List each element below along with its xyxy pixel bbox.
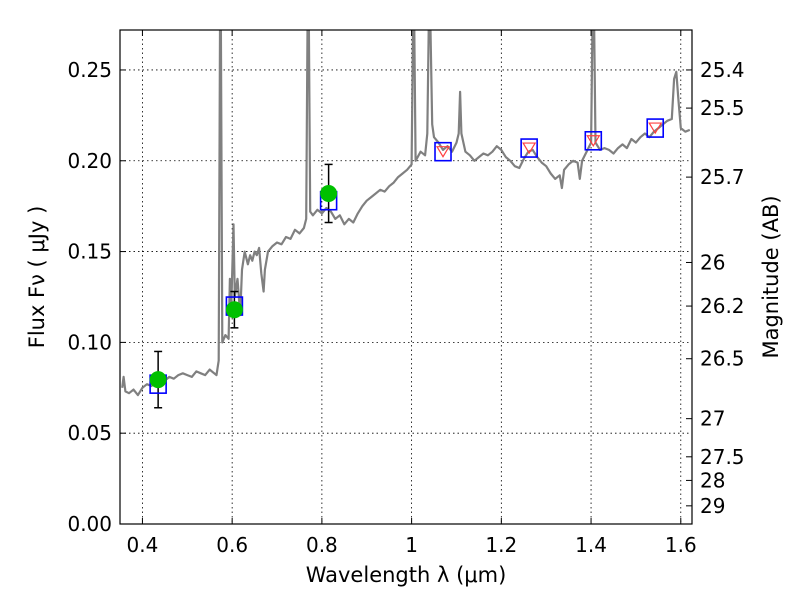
y-tick-label: 0.05 [67,421,112,445]
y-tick-label: 0.20 [67,149,112,173]
model-photometry-square [646,118,665,138]
right-tick-label: 27 [700,407,725,431]
model-photometry-square [520,138,538,158]
right-tick-label: 26 [700,250,725,274]
x-tick-label: 1.2 [485,533,517,557]
right-tick-label: 28 [700,468,725,492]
right-tick-label: 25.4 [700,58,745,82]
axis-ticks: 0.4 0.6 0.8 1 1.2 1.4 1.6 0.00 0.05 0.10 0.15 0.20 0… [67,30,745,557]
x-tick-label: 0.4 [127,533,159,557]
x-tick-label: 0.6 [216,533,248,557]
plot-frame [119,29,693,525]
right-tick-label: 27.5 [700,445,745,469]
y-axis-label-right: Magnitude (AB) [759,195,783,358]
x-tick-label: 1.6 [665,533,697,557]
right-tick-label: 25.7 [700,165,745,189]
x-tick-label: 1 [405,533,418,557]
right-tick-label: 26.2 [700,294,745,318]
plot-clip-group [121,30,691,409]
x-axis-label: Wavelength λ (μm) [306,563,507,587]
upper-limit-marker [586,135,601,147]
upper-limit-marker [648,122,663,135]
y-tick-label: 0.10 [67,330,112,354]
spectrum-line [121,30,691,397]
upper-limit-marker [522,142,537,155]
x-tick-label: 1.4 [575,533,607,557]
plot-area [121,30,691,409]
observed-point [149,371,167,389]
x-tick-label: 0.8 [306,533,338,557]
y-tick-label: 0.25 [67,58,112,82]
y-axis-label: Flux Fν ( μJy ) [25,206,49,349]
observed-point [320,184,338,202]
right-tick-label: 26.5 [700,347,745,371]
y-tick-label: 0.15 [67,240,112,264]
observed-point [225,301,243,319]
model-photometry-square [434,141,452,162]
upper-limit-marker [435,146,451,158]
model-photometry-square [584,130,603,151]
y-tick-label: 0.00 [67,512,112,536]
right-tick-label: 25.5 [700,96,745,120]
right-tick-label: 29 [700,494,725,518]
